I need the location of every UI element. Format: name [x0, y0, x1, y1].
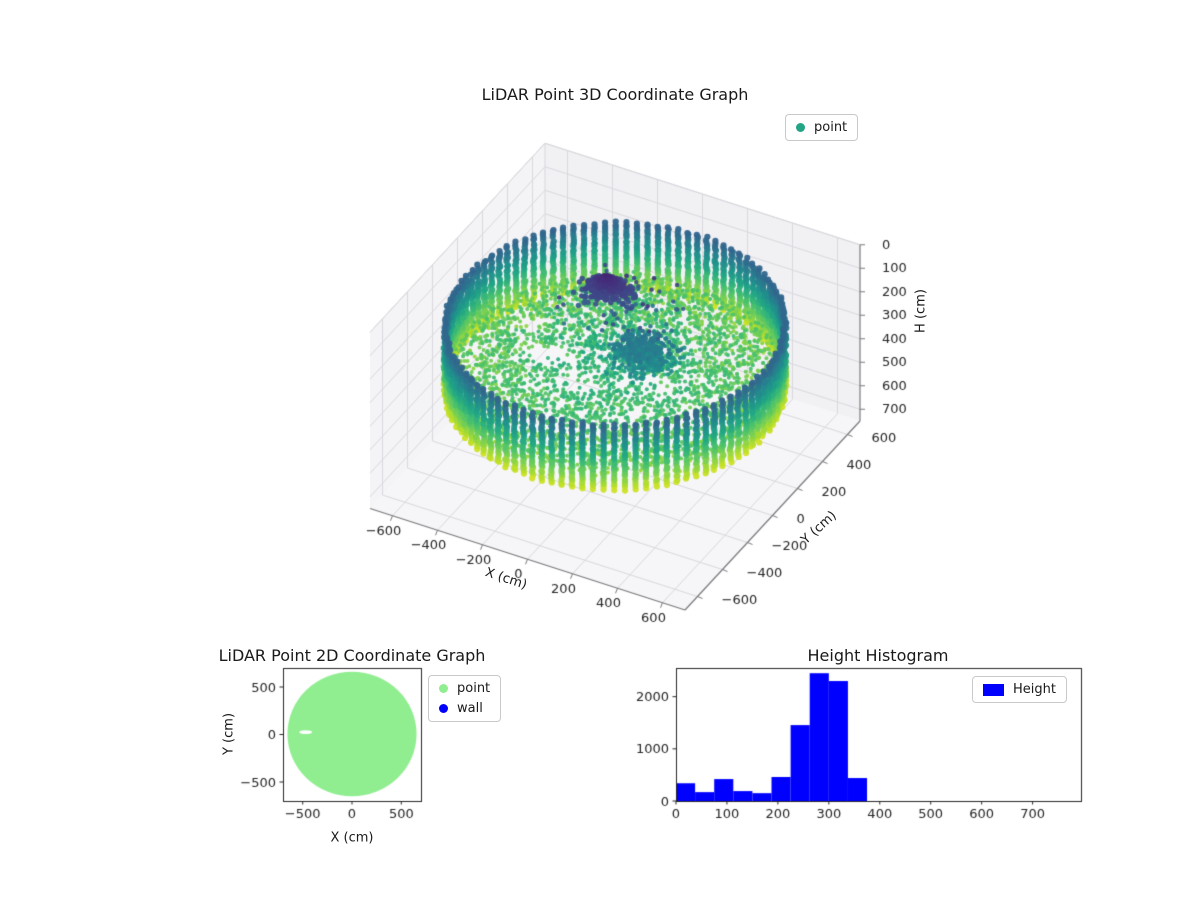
histogram-title: Height Histogram: [807, 646, 949, 665]
plot2d-title: LiDAR Point 2D Coordinate Graph: [218, 646, 486, 665]
legend-item-point: point: [796, 120, 847, 135]
height-bar-swatch-icon: [983, 683, 1004, 696]
plot3d-title: LiDAR Point 3D Coordinate Graph: [481, 85, 749, 104]
legend-label-wall: wall: [457, 701, 483, 716]
legend-label-point: point: [814, 120, 848, 135]
legend-item-point: point: [439, 681, 490, 696]
plot3d-zaxis-label: H (cm): [913, 289, 929, 333]
legend-label-point: point: [457, 681, 491, 696]
plot3d-legend: point: [785, 114, 859, 141]
point-marker-icon: [796, 123, 805, 132]
plot2d-yaxis-label: Y (cm): [221, 712, 237, 756]
plot2d-legend: point wall: [428, 675, 502, 722]
legend-item-height: Height: [983, 682, 1056, 697]
legend-label-height: Height: [1013, 682, 1056, 697]
plot2d-xaxis-label: X (cm): [330, 830, 374, 846]
legend-item-wall: wall: [439, 701, 490, 716]
histogram-legend: Height: [972, 676, 1067, 703]
point-marker-icon: [439, 684, 448, 693]
wall-marker-icon: [439, 704, 448, 713]
